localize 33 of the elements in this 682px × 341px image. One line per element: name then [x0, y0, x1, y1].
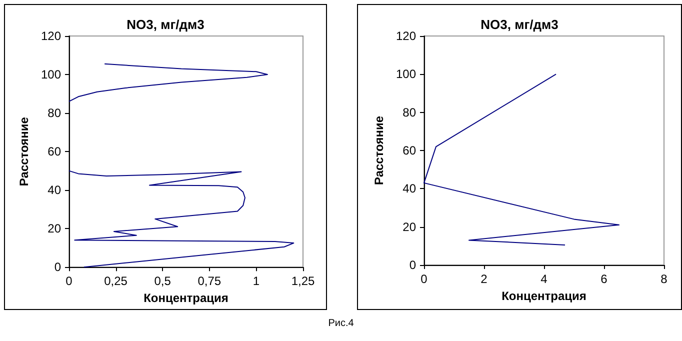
y-tick-label: 120 [40, 29, 62, 43]
y-axis-title: Расстояние [372, 116, 386, 186]
line-series [424, 74, 620, 246]
y-tick-label: 40 [48, 183, 62, 198]
x-tick-label: 0 [420, 272, 428, 286]
y-axis-title: Расстояние [17, 116, 32, 186]
x-tick-label: 1 [252, 274, 260, 288]
y-tick-label: 100 [40, 68, 62, 82]
x-axis-title: Концентрация [144, 291, 228, 305]
x-tick-label: 0 [66, 274, 73, 288]
chart-title: NO3, мг/дм3 [126, 17, 204, 32]
y-tick-label: 80 [402, 105, 416, 120]
chart-title: NO3, мг/дм3 [480, 17, 558, 32]
y-tick-label: 60 [402, 144, 416, 158]
y-tick-label: 0 [54, 260, 62, 274]
x-axis-title: Концентрация [502, 288, 586, 303]
x-tick-label: 0,5 [154, 274, 172, 288]
x-tick-label: 1,25 [291, 274, 315, 288]
x-tick-label: 0,75 [198, 274, 222, 288]
y-tick-label: 20 [402, 220, 416, 234]
y-tick-label: 60 [48, 144, 62, 159]
y-tick-label: 20 [48, 222, 62, 236]
y-tick-label: 100 [396, 67, 416, 82]
x-tick-label: 0,25 [104, 274, 128, 288]
y-tick-label: 80 [48, 106, 62, 120]
y-tick-label: 120 [396, 29, 416, 43]
x-tick-label: 6 [600, 272, 608, 286]
x-tick-label: 4 [540, 272, 548, 286]
y-tick-label: 0 [409, 258, 416, 272]
x-tick-label: 2 [480, 272, 488, 286]
y-tick-label: 40 [402, 182, 416, 196]
text: Рис.4 [327, 318, 355, 329]
x-tick-label: 8 [660, 272, 668, 286]
